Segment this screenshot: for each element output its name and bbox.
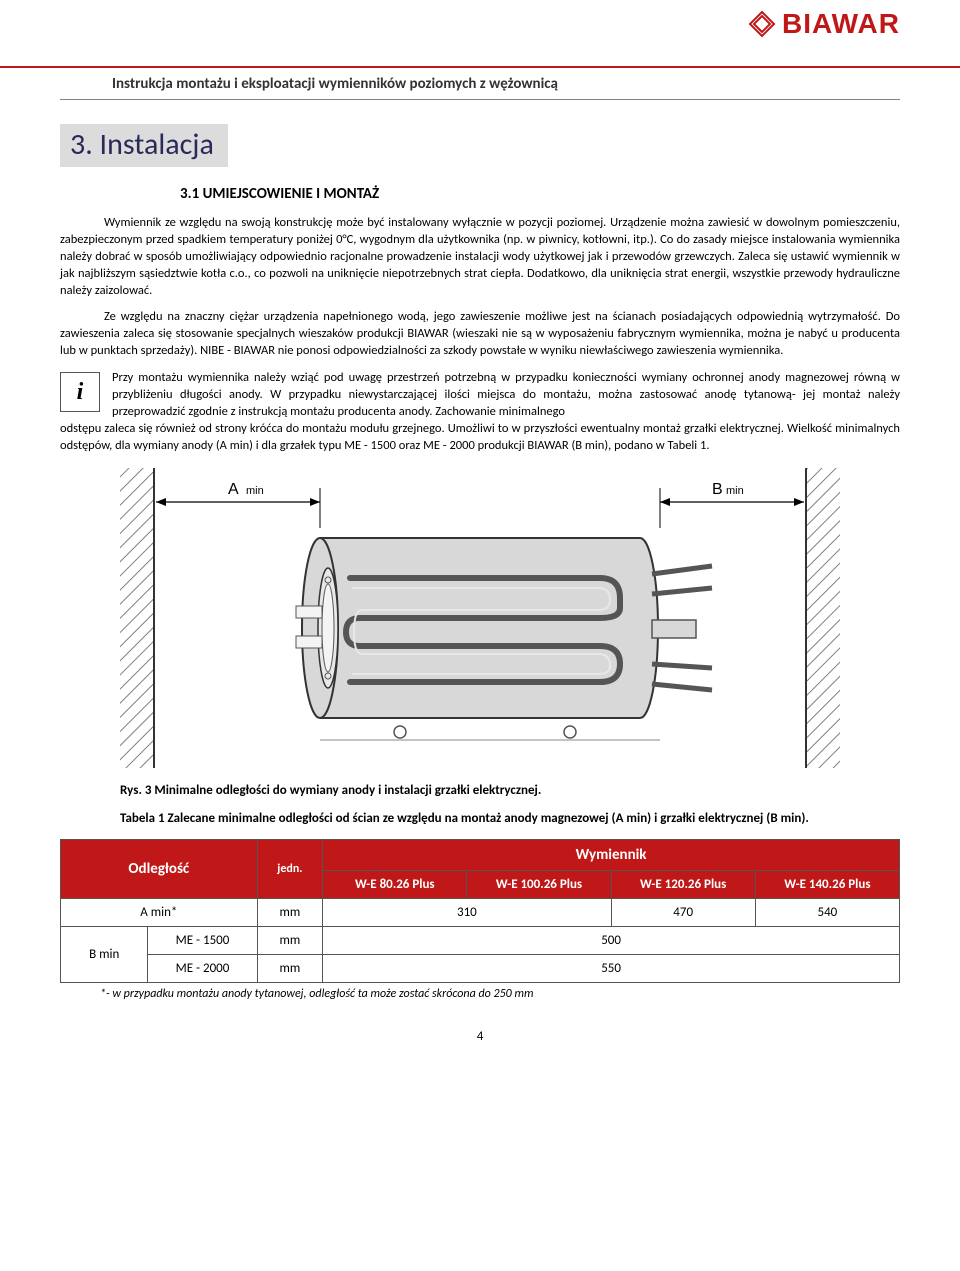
clearance-table: Odległość jedn. Wymiennik W-E 80.26 Plus… <box>60 839 900 983</box>
figure-caption: Rys. 3 Minimalne odległości do wymiany a… <box>120 783 900 798</box>
row-bmin2-sub: ME - 2000 <box>148 954 257 982</box>
page-number: 4 <box>60 1029 900 1044</box>
figure-3: A min B min <box>60 468 900 773</box>
header-rule <box>0 66 960 68</box>
brand-header: BIAWAR <box>748 8 900 40</box>
sub-heading: 3.1 UMIEJSCOWIENIE I MONTAŻ <box>180 185 900 203</box>
th-model-1: W-E 80.26 Plus <box>323 870 467 898</box>
row-bmin1-unit: mm <box>257 926 323 954</box>
row-amin-v3: 540 <box>755 898 899 926</box>
table-footnote: *- w przypadku montażu anody tytanowej, … <box>100 987 900 1001</box>
paragraph-2: Ze względu na znaczny ciężar urządzenia … <box>60 309 900 360</box>
th-model-4: W-E 140.26 Plus <box>755 870 899 898</box>
row-amin-label: A min* <box>61 898 258 926</box>
th-model-2: W-E 100.26 Plus <box>467 870 611 898</box>
svg-text:min: min <box>726 485 744 497</box>
row-bmin2-val: 550 <box>323 954 900 982</box>
section-heading: 3. Instalacja <box>60 124 228 167</box>
doc-title: Instrukcja montażu i eksploatacji wymien… <box>112 75 558 93</box>
table-caption: Tabela 1 Zalecane minimalne odległości o… <box>120 810 840 828</box>
info-callout: i Przy montażu wymiennika należy wziąć p… <box>60 370 900 421</box>
paragraph-3a: Przy montażu wymiennika należy wziąć pod… <box>112 370 900 421</box>
th-unit: jedn. <box>257 839 323 898</box>
table-row: B min ME - 1500 mm 500 <box>61 926 900 954</box>
svg-text:B: B <box>712 481 723 498</box>
row-bmin1-sub: ME - 1500 <box>148 926 257 954</box>
row-bmin2-unit: mm <box>257 954 323 982</box>
th-model-3: W-E 120.26 Plus <box>611 870 755 898</box>
info-icon: i <box>60 372 100 412</box>
paragraph-1: Wymiennik ze względu na swoją konstrukcj… <box>60 215 900 299</box>
paragraph-3b: odstępu zaleca się również od strony kró… <box>60 421 900 455</box>
brand-logo-icon <box>748 10 776 38</box>
svg-text:A: A <box>228 481 239 498</box>
table-row: ME - 2000 mm 550 <box>61 954 900 982</box>
row-amin-v2: 470 <box>611 898 755 926</box>
row-bmin1-val: 500 <box>323 926 900 954</box>
exchanger-diagram <box>296 538 712 740</box>
row-bmin-label: B min <box>61 926 148 982</box>
row-amin-unit: mm <box>257 898 323 926</box>
svg-text:min: min <box>246 485 264 497</box>
brand-name: BIAWAR <box>782 8 900 40</box>
doc-title-bar: Instrukcja montażu i eksploatacji wymien… <box>60 70 900 100</box>
row-amin-v1: 310 <box>323 898 611 926</box>
table-row: A min* mm 310 470 540 <box>61 898 900 926</box>
th-distance: Odległość <box>61 839 258 898</box>
th-group: Wymiennik <box>323 839 900 870</box>
